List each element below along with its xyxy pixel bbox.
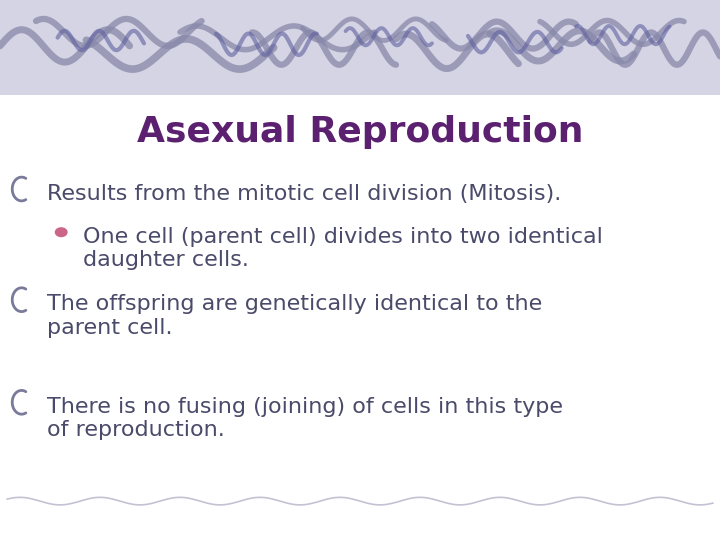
Circle shape	[55, 228, 67, 237]
Bar	[0, 0, 720, 94]
Text: Results from the mitotic cell division (Mitosis).: Results from the mitotic cell division (…	[47, 184, 561, 204]
Text: One cell (parent cell) divides into two identical
daughter cells.: One cell (parent cell) divides into two …	[83, 227, 603, 270]
Text: There is no fusing (joining) of cells in this type
of reproduction.: There is no fusing (joining) of cells in…	[47, 397, 563, 440]
Text: Asexual Reproduction: Asexual Reproduction	[137, 116, 583, 149]
Text: The offspring are genetically identical to the
parent cell.: The offspring are genetically identical …	[47, 294, 542, 338]
